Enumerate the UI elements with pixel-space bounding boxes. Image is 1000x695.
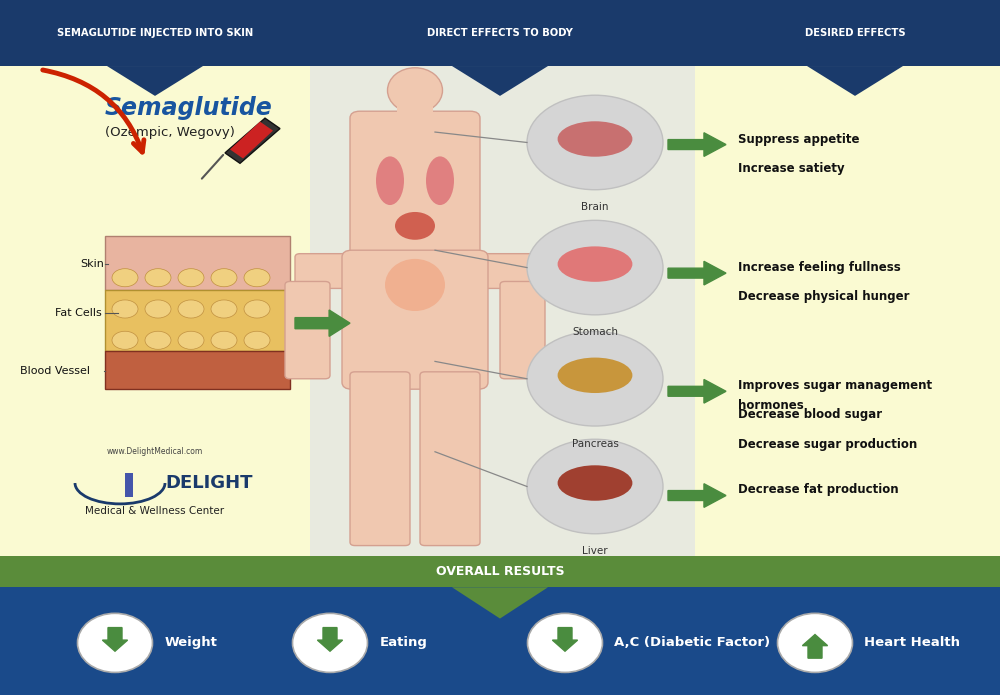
Circle shape	[527, 439, 663, 534]
Circle shape	[112, 332, 138, 350]
Circle shape	[244, 300, 270, 318]
FancyBboxPatch shape	[500, 281, 545, 379]
Text: A,C (Diabetic Factor): A,C (Diabetic Factor)	[614, 637, 771, 649]
FancyBboxPatch shape	[342, 250, 488, 389]
FancyBboxPatch shape	[420, 372, 480, 546]
Circle shape	[211, 332, 237, 350]
FancyBboxPatch shape	[295, 254, 370, 288]
Ellipse shape	[292, 614, 368, 673]
Circle shape	[244, 332, 270, 350]
Polygon shape	[107, 66, 203, 96]
Ellipse shape	[558, 122, 632, 157]
Circle shape	[527, 332, 663, 426]
Polygon shape	[452, 66, 548, 96]
Text: Pancreas: Pancreas	[572, 439, 618, 448]
Text: Decrease sugar production: Decrease sugar production	[738, 438, 917, 450]
FancyArrow shape	[668, 379, 726, 403]
Ellipse shape	[385, 259, 445, 311]
Text: Improves sugar management: Improves sugar management	[738, 379, 932, 392]
Circle shape	[211, 300, 237, 318]
FancyArrow shape	[668, 261, 726, 285]
Ellipse shape	[376, 156, 404, 205]
Text: Heart Health: Heart Health	[864, 637, 960, 649]
Ellipse shape	[558, 357, 632, 393]
Text: (Ozempic, Wegovy): (Ozempic, Wegovy)	[105, 126, 235, 138]
Text: Suppress appetite: Suppress appetite	[738, 133, 860, 145]
Bar	[310, 66, 695, 584]
Text: Eating: Eating	[380, 637, 427, 649]
Bar	[0, 587, 1000, 695]
Circle shape	[145, 300, 171, 318]
Polygon shape	[807, 66, 903, 96]
Text: DELIGHT: DELIGHT	[165, 474, 252, 492]
Text: Increase satiety: Increase satiety	[738, 162, 845, 174]
Text: OVERALL RESULTS: OVERALL RESULTS	[436, 565, 564, 578]
Circle shape	[145, 332, 171, 350]
Text: Weight: Weight	[164, 637, 217, 649]
FancyBboxPatch shape	[350, 372, 410, 546]
FancyBboxPatch shape	[285, 281, 330, 379]
Text: Decrease physical hunger: Decrease physical hunger	[738, 291, 910, 303]
Circle shape	[112, 269, 138, 287]
Circle shape	[145, 269, 171, 287]
Circle shape	[178, 332, 204, 350]
Ellipse shape	[395, 212, 435, 240]
Text: Liver: Liver	[582, 546, 608, 556]
Text: Fat Cells: Fat Cells	[55, 308, 102, 318]
Text: DIRECT EFFECTS TO BODY: DIRECT EFFECTS TO BODY	[427, 28, 573, 38]
Ellipse shape	[778, 614, 852, 673]
Bar	[0, 556, 1000, 587]
Polygon shape	[452, 587, 548, 619]
Polygon shape	[225, 118, 280, 163]
FancyArrow shape	[668, 133, 726, 156]
Text: Blood Vessel: Blood Vessel	[20, 366, 90, 376]
Bar	[125, 473, 133, 497]
FancyArrow shape	[317, 628, 343, 651]
Text: hormones: hormones	[738, 399, 804, 411]
FancyArrow shape	[802, 635, 828, 658]
FancyArrow shape	[102, 628, 128, 651]
Ellipse shape	[388, 68, 442, 113]
FancyArrow shape	[552, 628, 578, 651]
Text: SEMAGLUTIDE INJECTED INTO SKIN: SEMAGLUTIDE INJECTED INTO SKIN	[57, 28, 253, 38]
Ellipse shape	[558, 466, 632, 500]
Circle shape	[178, 269, 204, 287]
Ellipse shape	[528, 614, 602, 673]
Text: Brain: Brain	[581, 202, 609, 212]
FancyArrow shape	[668, 484, 726, 507]
Text: Skin: Skin	[80, 259, 104, 269]
Text: www.DelightMedical.com: www.DelightMedical.com	[107, 448, 203, 456]
Ellipse shape	[78, 614, 152, 673]
FancyBboxPatch shape	[460, 254, 535, 288]
Bar	[397, 90, 433, 118]
Bar	[695, 66, 1000, 584]
Text: Medical & Wellness Center: Medical & Wellness Center	[85, 506, 225, 516]
Text: DESIRED EFFECTS: DESIRED EFFECTS	[805, 28, 905, 38]
Circle shape	[178, 300, 204, 318]
Text: Stomach: Stomach	[572, 327, 618, 337]
FancyBboxPatch shape	[105, 351, 290, 389]
Bar	[0, 66, 310, 584]
FancyArrow shape	[295, 310, 350, 336]
Ellipse shape	[558, 247, 632, 282]
Text: Decrease blood sugar: Decrease blood sugar	[738, 409, 882, 421]
Circle shape	[211, 269, 237, 287]
Text: Decrease fat production: Decrease fat production	[738, 484, 899, 496]
FancyBboxPatch shape	[105, 236, 290, 290]
Circle shape	[112, 300, 138, 318]
FancyBboxPatch shape	[350, 111, 480, 271]
Circle shape	[527, 95, 663, 190]
Circle shape	[244, 269, 270, 287]
FancyBboxPatch shape	[105, 290, 290, 351]
Text: Increase feeling fullness: Increase feeling fullness	[738, 261, 901, 274]
Text: Semaglutide: Semaglutide	[105, 96, 273, 120]
Circle shape	[527, 220, 663, 315]
Polygon shape	[230, 122, 273, 158]
Bar	[0, 0, 1000, 66]
Ellipse shape	[426, 156, 454, 205]
